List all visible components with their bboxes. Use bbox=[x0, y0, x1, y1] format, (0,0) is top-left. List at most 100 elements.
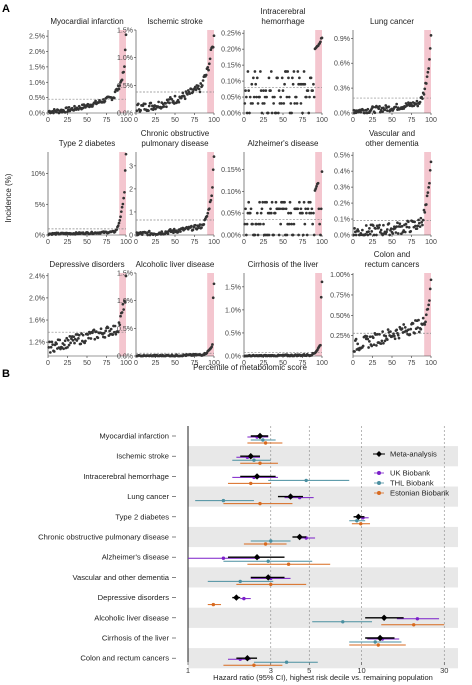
data-point bbox=[370, 344, 374, 348]
legend-item: Meta-analysis bbox=[373, 450, 437, 459]
y-tick-label: 1.0% bbox=[117, 55, 133, 62]
data-point bbox=[311, 89, 314, 93]
data-point bbox=[200, 226, 203, 229]
scatter-subplot: Ischemic stroke 0.0% 0.5% 1.0% 1.5% 0 25 50 75 10… bbox=[117, 17, 220, 124]
legend-label: THL Biobank bbox=[390, 479, 434, 488]
data-point bbox=[188, 92, 192, 95]
forest-row: Myocardial infarction bbox=[99, 432, 283, 445]
data-point bbox=[394, 231, 398, 234]
data-point bbox=[280, 102, 283, 105]
data-point bbox=[319, 343, 322, 347]
panel-a-scatter-grid: Myocardial infarction 0.0% 0.5% 1.0% 1.5% 2.0… bbox=[4, 7, 437, 372]
data-point bbox=[245, 111, 249, 115]
x-tick-label: 0 bbox=[242, 239, 246, 246]
data-point bbox=[208, 57, 212, 61]
thl-estimate bbox=[269, 539, 273, 543]
y-tick-label: 1.0% bbox=[117, 298, 133, 305]
row-stripe bbox=[188, 607, 458, 628]
data-point bbox=[280, 76, 284, 80]
data-point bbox=[397, 336, 401, 340]
y-tick-label: 2.5% bbox=[29, 34, 45, 41]
x-tick-label: 75 bbox=[191, 239, 199, 246]
data-point bbox=[387, 105, 391, 109]
subplot-title: Alzheimer's disease bbox=[248, 139, 319, 148]
data-point bbox=[402, 323, 406, 326]
data-point bbox=[260, 111, 264, 115]
x-tick-label: 0 bbox=[134, 360, 138, 367]
row-label: Cirrhosis of the liver bbox=[102, 634, 170, 643]
data-point bbox=[269, 211, 273, 215]
data-point bbox=[65, 336, 69, 340]
data-point bbox=[198, 223, 202, 227]
data-point bbox=[429, 33, 433, 37]
y-tick-label: 0.1% bbox=[334, 217, 350, 224]
data-point bbox=[147, 109, 150, 113]
y-tick-label: 0% bbox=[35, 233, 45, 240]
data-point bbox=[154, 107, 157, 111]
data-point bbox=[299, 207, 303, 211]
data-point bbox=[404, 102, 408, 105]
data-point bbox=[318, 222, 322, 226]
data-point bbox=[243, 102, 247, 105]
data-point bbox=[428, 47, 432, 50]
data-point bbox=[265, 200, 268, 204]
x-tick-label: 25 bbox=[260, 360, 268, 367]
data-point bbox=[89, 337, 93, 340]
x-tick-label: 50 bbox=[83, 360, 91, 367]
y-tick-label: 0.25% bbox=[221, 31, 241, 38]
data-point bbox=[385, 338, 389, 341]
data-point bbox=[304, 207, 307, 211]
x-tick-label: 25 bbox=[260, 239, 268, 246]
data-point bbox=[396, 333, 400, 337]
data-point bbox=[278, 207, 282, 211]
data-point bbox=[290, 111, 293, 115]
y-tick-label: 0.15% bbox=[221, 167, 241, 174]
data-point bbox=[207, 207, 211, 211]
data-point bbox=[316, 181, 320, 185]
subplot-title: Colon and bbox=[374, 250, 410, 259]
data-point bbox=[306, 89, 310, 93]
x-tick-label: 0 bbox=[46, 239, 50, 246]
row-label: Ischemic stroke bbox=[116, 452, 169, 461]
data-point bbox=[374, 227, 377, 230]
y-tick-label: 1.00% bbox=[330, 272, 350, 279]
top-decile-band bbox=[315, 152, 322, 235]
data-point bbox=[408, 333, 412, 336]
top-decile-band bbox=[207, 30, 214, 113]
data-point bbox=[146, 233, 150, 237]
data-point bbox=[248, 95, 252, 99]
data-point bbox=[421, 223, 424, 227]
data-point bbox=[115, 228, 118, 231]
data-point bbox=[396, 232, 400, 235]
data-point bbox=[164, 102, 167, 105]
data-point bbox=[284, 207, 288, 211]
data-point bbox=[276, 111, 280, 115]
data-point bbox=[298, 200, 301, 204]
x-tick-label: 75 bbox=[191, 360, 199, 367]
ukb-estimate bbox=[242, 596, 246, 601]
subplot-title: rectum cancers bbox=[365, 260, 420, 269]
data-point bbox=[103, 99, 107, 103]
x-tick-label: 100 bbox=[120, 360, 132, 367]
data-point bbox=[359, 110, 363, 114]
data-point bbox=[183, 95, 186, 98]
row-stripe bbox=[188, 486, 458, 507]
data-point bbox=[305, 95, 308, 99]
y-tick-label: 1.5% bbox=[117, 28, 133, 35]
data-point bbox=[368, 227, 371, 230]
forest-row: Cirrhosis of the liver bbox=[102, 634, 406, 647]
y-tick-label: 0.0% bbox=[225, 354, 241, 361]
data-point bbox=[393, 227, 397, 230]
data-point bbox=[244, 207, 247, 211]
data-point bbox=[413, 220, 416, 224]
data-point bbox=[274, 200, 278, 204]
data-point bbox=[116, 224, 120, 228]
data-point bbox=[118, 219, 122, 222]
data-point bbox=[289, 211, 293, 215]
data-point bbox=[121, 302, 125, 306]
thl-estimate bbox=[341, 620, 345, 624]
data-point bbox=[285, 95, 289, 99]
data-point bbox=[273, 211, 277, 215]
data-point bbox=[411, 322, 415, 325]
